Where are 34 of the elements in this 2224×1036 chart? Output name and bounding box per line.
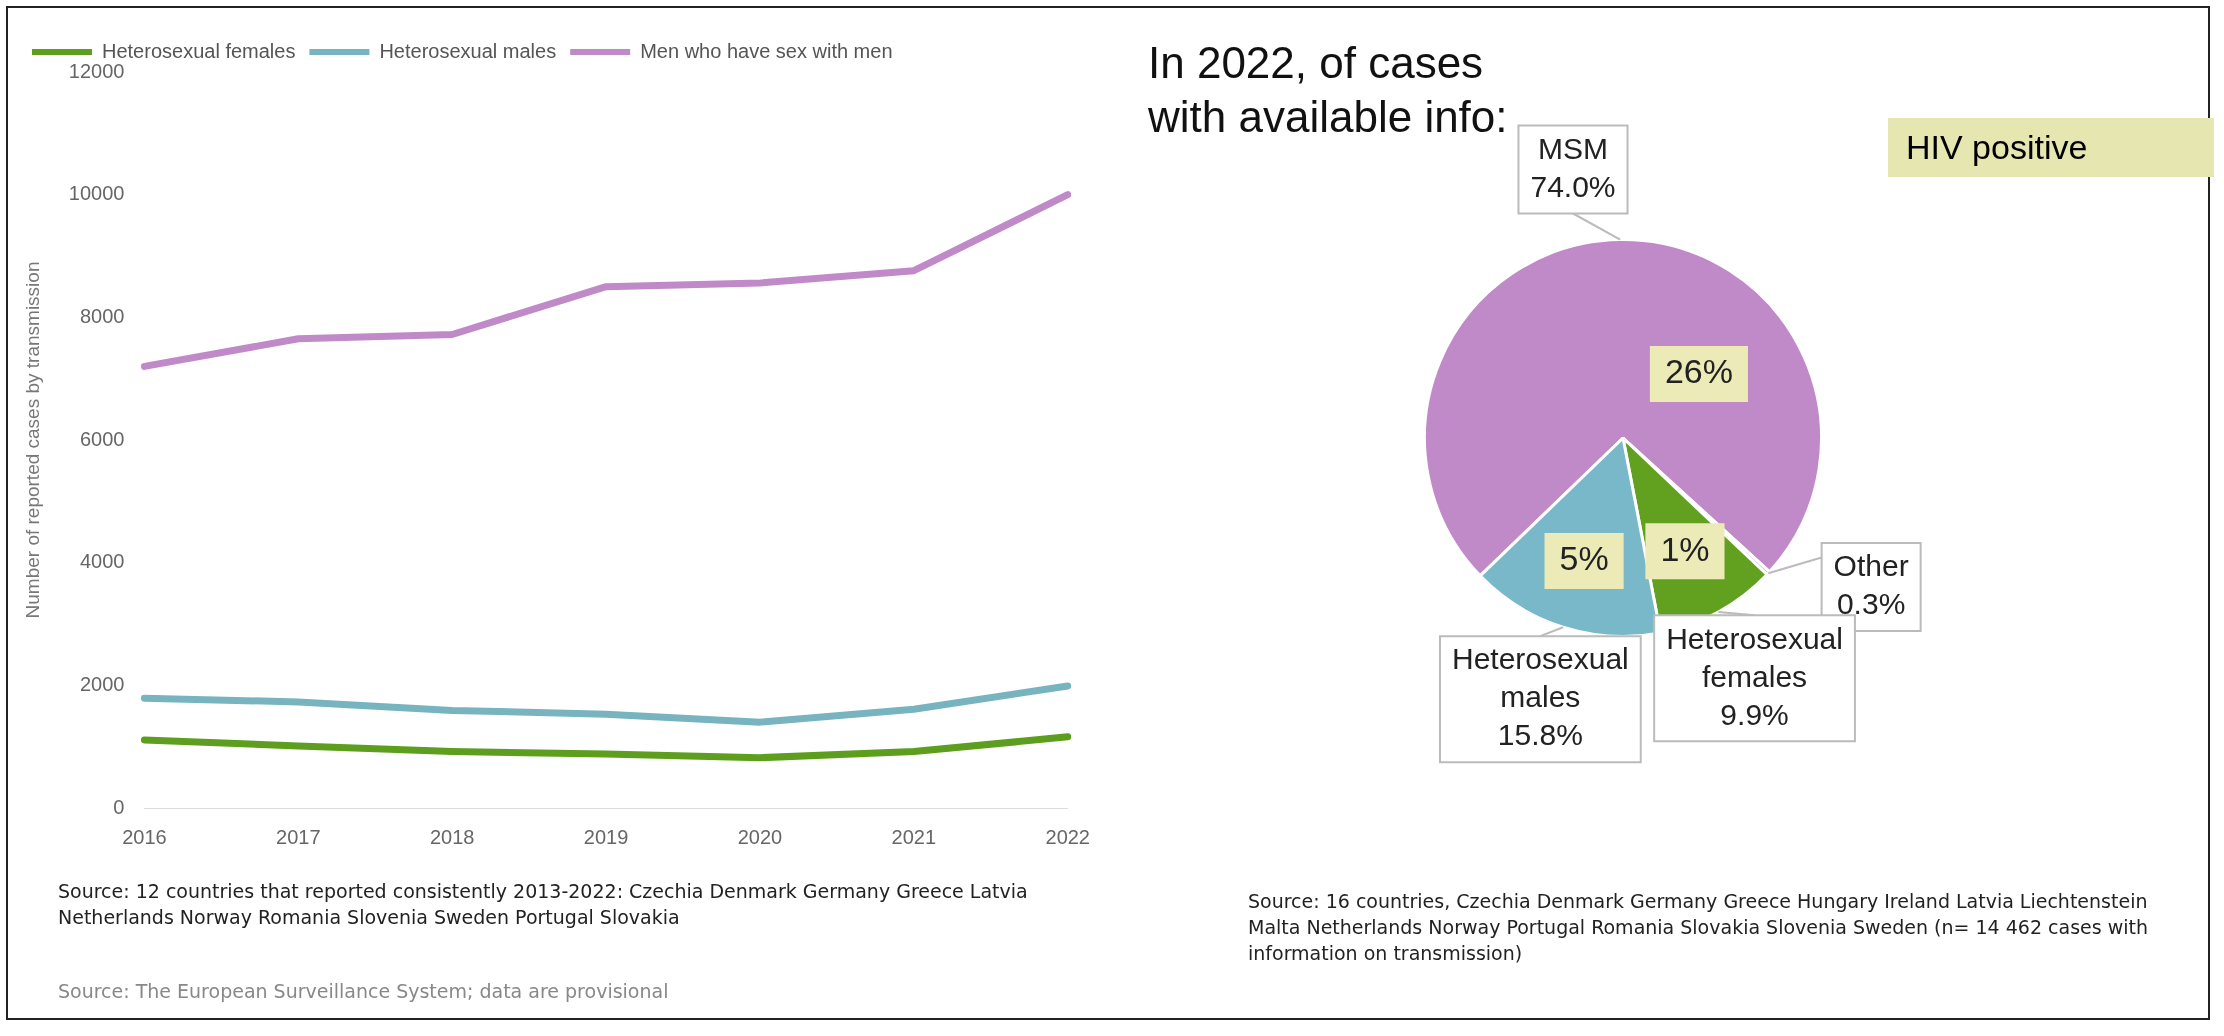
legend-label: Men who have sex with men <box>640 39 893 62</box>
x-tick-label: 2019 <box>583 825 629 848</box>
source-note: Source: 12 countries that reported consistently 2013-2022: Czechia Denmark Germany Greece Latvia Netherlands Norway Romania Slovenia Sweden Portugal Slovakia <box>58 879 1029 930</box>
y-tick-label: 0 <box>113 795 125 818</box>
data-label: 74.0% <box>1530 169 1616 203</box>
slice-label: MSM <box>1538 131 1608 165</box>
data-label: 9.9% <box>1720 697 1789 731</box>
data-label: 15.8% <box>1497 718 1583 752</box>
y-tick-label: 4000 <box>79 550 125 573</box>
x-tick-label: 2018 <box>429 825 475 848</box>
x-tick-label: 2022 <box>1045 825 1090 848</box>
source-note: Source: The European Surveillance System; data are provisional <box>58 979 670 1004</box>
x-tick-label: 2016 <box>122 825 167 848</box>
data-label: 0.3% <box>1836 587 1906 621</box>
y-tick-label: 10000 <box>68 182 125 205</box>
x-tick-label: 2020 <box>737 825 783 848</box>
legend-label: Heterosexual females <box>102 39 296 62</box>
chart-title: In 2022, of cases with available info: <box>1148 38 1508 141</box>
slice-label: Heterosexual males <box>1451 642 1629 714</box>
text: 26% <box>1664 352 1733 391</box>
source-note: Source: 16 countries, Czechia Denmark Germany Greece Hungary Ireland Latvia Liechtenstein Malta Netherlands Norway Portugal Romania Slovakia Slovenia Sweden (n= 14 462 cases with information on transmission) <box>1248 889 2149 966</box>
y-tick-label: 2000 <box>79 672 125 695</box>
text: 1% <box>1660 529 1710 568</box>
x-tick-label: 2017 <box>276 825 321 848</box>
legend-label: Heterosexual males <box>379 39 557 62</box>
y-tick-label: 8000 <box>79 304 125 327</box>
text: HIV positive <box>1888 118 2214 177</box>
slice-label: Heterosexual females <box>1666 621 1843 693</box>
x-tick-label: 2021 <box>891 825 937 848</box>
y-axis-title: Number of reported cases by transmission <box>21 261 43 619</box>
y-tick-label: 6000 <box>79 427 125 450</box>
slice-label: Other <box>1833 549 1909 583</box>
text: 5% <box>1559 539 1609 578</box>
y-tick-label: 12000 <box>68 59 125 82</box>
